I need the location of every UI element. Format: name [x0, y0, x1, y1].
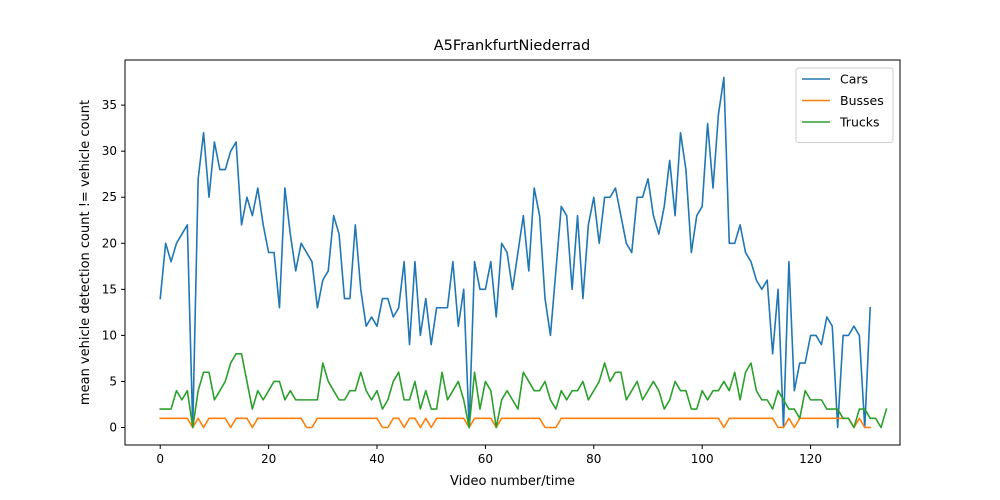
y-tick-label: 15 — [102, 282, 117, 296]
series-line-trucks — [159, 353, 888, 429]
x-tick-label: 40 — [369, 452, 384, 466]
chart-title: A5FrankfurtNiederrad — [434, 38, 590, 54]
y-tick-label: 5 — [109, 374, 117, 388]
x-tick-label: 120 — [799, 452, 822, 466]
y-tick-label: 25 — [102, 190, 117, 204]
y-tick-label: 35 — [102, 98, 117, 112]
y-tick-label: 0 — [109, 421, 117, 435]
x-tick-label: 20 — [261, 452, 276, 466]
y-axis-ticks: 0 5 10 15 20 25 30 35 — [102, 98, 125, 435]
legend-box — [795, 67, 894, 143]
y-tick-label: 10 — [102, 328, 117, 342]
legend-label-cars: Cars — [840, 72, 868, 87]
y-tick-label: 20 — [102, 236, 117, 250]
legend-label-busses: Busses — [840, 93, 884, 108]
y-tick-label: 30 — [102, 144, 117, 158]
x-axis-ticks: 0 20 40 60 80 100 120 — [156, 445, 822, 466]
series-line-busses — [159, 417, 871, 429]
legend-label-trucks: Trucks — [839, 115, 879, 130]
x-axis-label: Video number/time — [450, 474, 575, 489]
x-tick-label: 60 — [478, 452, 493, 466]
x-tick-label: 0 — [156, 452, 164, 466]
series-line-cars — [159, 76, 872, 429]
plot-lines — [159, 76, 888, 429]
x-tick-label: 80 — [586, 452, 601, 466]
legend: Cars Busses Trucks — [795, 67, 894, 143]
x-tick-label: 100 — [691, 452, 714, 466]
y-axis-label: mean vehicle detection count != vehicle … — [78, 100, 93, 405]
plot-frame — [124, 59, 901, 446]
